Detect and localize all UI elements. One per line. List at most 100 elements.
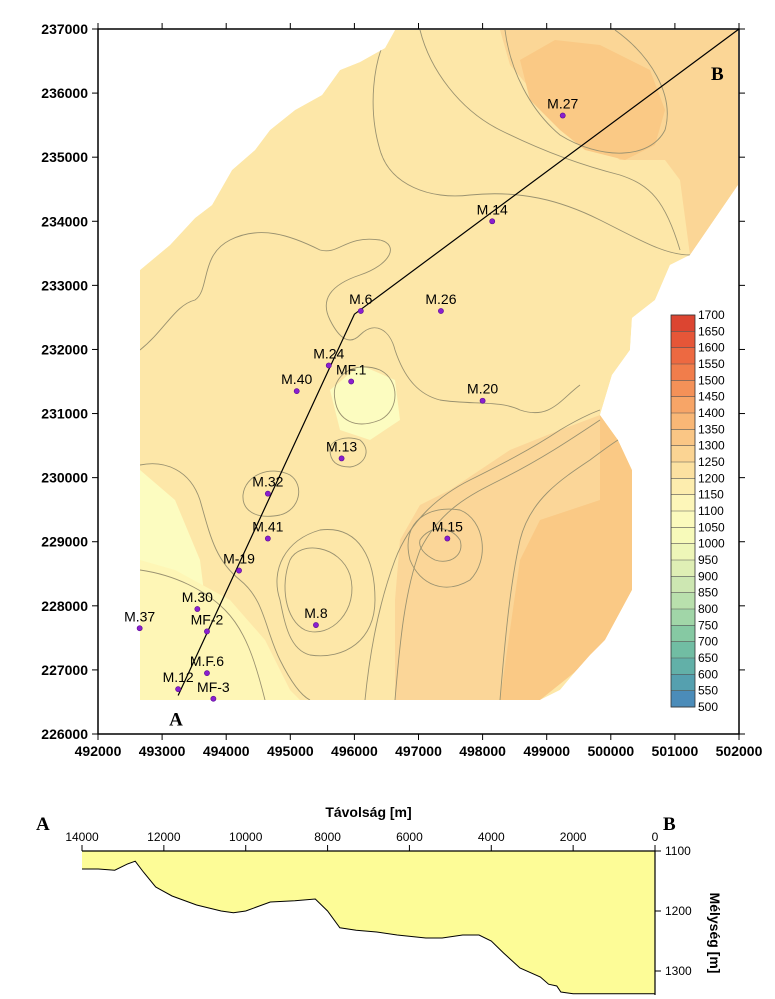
y-tick-label: 234000 bbox=[41, 213, 88, 229]
profile-left-label: A bbox=[36, 814, 50, 835]
well-label: M.32 bbox=[252, 474, 283, 490]
well-label: M.12 bbox=[163, 669, 194, 685]
y-tick-label: 229000 bbox=[41, 534, 88, 550]
colorbar-label: 600 bbox=[698, 667, 718, 681]
well-label: M.14 bbox=[477, 201, 508, 217]
contour-line bbox=[364, 409, 601, 700]
x-tick-label: 502000 bbox=[716, 743, 763, 759]
well-label: M.27 bbox=[547, 96, 578, 112]
y-tick-label: 227000 bbox=[41, 662, 88, 678]
x-tick-label: 495000 bbox=[267, 743, 314, 759]
colorbar-label: 1200 bbox=[698, 471, 725, 485]
profile-fill bbox=[82, 851, 655, 994]
contour-line bbox=[333, 366, 396, 425]
contour-line bbox=[140, 232, 581, 414]
colorbar-label: 1500 bbox=[698, 373, 725, 387]
colorbar-swatch bbox=[671, 445, 695, 463]
x-tick-label: 500000 bbox=[587, 743, 634, 759]
well-marker bbox=[264, 535, 271, 542]
colorbar-label: 1150 bbox=[698, 488, 724, 502]
colorbar-label: 700 bbox=[698, 635, 718, 649]
colorbar-label: 1350 bbox=[698, 422, 725, 436]
x-tick-label: 493000 bbox=[139, 743, 186, 759]
colorbar-label: 900 bbox=[698, 569, 718, 583]
colorbar-swatch bbox=[671, 609, 695, 626]
surface-high-ne-core bbox=[520, 40, 665, 160]
colorbar-swatch bbox=[671, 560, 695, 577]
x-tick-label: 499000 bbox=[523, 743, 570, 759]
y-tick-label: 226000 bbox=[41, 726, 88, 742]
colorbar-swatch bbox=[671, 690, 695, 708]
well-marker bbox=[325, 362, 332, 369]
well-marker bbox=[236, 567, 242, 574]
colorbar-swatch bbox=[671, 429, 695, 446]
colorbar-swatch bbox=[671, 380, 695, 397]
well-label: M.30 bbox=[182, 589, 213, 605]
contour-line bbox=[407, 508, 483, 588]
well-label: M.8 bbox=[304, 605, 328, 621]
profile-x-tick-label: 4000 bbox=[478, 830, 505, 844]
well-marker bbox=[438, 308, 444, 314]
depth-profile: 14000 12000 10000 8000 6000 4000 2000 0 1100 1200… bbox=[36, 804, 723, 995]
map-axes: 492000 493000 494000 495000 496000 497000 4980… bbox=[41, 21, 762, 759]
well-label: M.6 bbox=[349, 291, 373, 307]
section-line-path bbox=[177, 28, 740, 696]
x-tick-label: 494000 bbox=[203, 743, 250, 759]
contour-lines bbox=[140, 30, 691, 700]
well-label: MF-3 bbox=[197, 679, 230, 695]
well-label: M.13 bbox=[326, 438, 357, 454]
colorbar-label: 950 bbox=[698, 553, 718, 567]
x-tick-label: 501000 bbox=[652, 743, 699, 759]
colorbar-swatch bbox=[671, 576, 695, 593]
colorbar-label: 500 bbox=[698, 700, 718, 714]
well-marker bbox=[293, 388, 300, 395]
well-label: M.37 bbox=[124, 608, 155, 624]
contour-line bbox=[419, 528, 462, 562]
colorbar-label: 1550 bbox=[698, 357, 725, 371]
colorbar-swatch bbox=[671, 494, 695, 512]
profile-y-tick-label: 1300 bbox=[665, 964, 692, 978]
colorbar-label: 1250 bbox=[698, 455, 725, 469]
y-tick-label: 233000 bbox=[41, 277, 88, 293]
contour-line bbox=[276, 529, 376, 657]
x-tick-label: 492000 bbox=[75, 743, 122, 759]
colorbar-label: 1400 bbox=[698, 406, 725, 420]
section-start-label: A bbox=[169, 710, 183, 731]
well-label: M.F.6 bbox=[190, 653, 224, 669]
contour-line bbox=[372, 30, 691, 256]
colorbar-label: 750 bbox=[698, 618, 718, 632]
x-tick-label: 498000 bbox=[459, 743, 506, 759]
profile-x-tick-label: 14000 bbox=[65, 830, 99, 844]
y-tick-label: 235000 bbox=[41, 149, 88, 165]
x-tick-label: 497000 bbox=[395, 743, 442, 759]
colorbar-swatch bbox=[671, 543, 695, 561]
profile-x-label: Távolság [m] bbox=[325, 804, 411, 820]
well-marker bbox=[479, 397, 486, 404]
y-tick-label: 228000 bbox=[41, 598, 88, 614]
colorbar-label: 1650 bbox=[698, 324, 725, 338]
colorbar-label: 1300 bbox=[698, 439, 725, 453]
colorbar-frame bbox=[670, 314, 696, 708]
well-label: MF-2 bbox=[191, 611, 224, 627]
colorbar-swatch bbox=[671, 413, 695, 430]
contour-line bbox=[329, 437, 367, 468]
well-label: MF.1 bbox=[336, 362, 367, 378]
well-label: M.26 bbox=[425, 291, 456, 307]
colorbar: 1700 1650 1600 1550 1500 1450 1400 1350 1300 1250… bbox=[670, 308, 725, 714]
well-marker bbox=[348, 378, 355, 385]
colorbar-label: 800 bbox=[698, 602, 718, 616]
well-label: M-19 bbox=[223, 551, 255, 567]
colorbar-swatch bbox=[671, 315, 695, 332]
colorbar-swatch bbox=[671, 331, 695, 348]
colorbar-label: 1600 bbox=[698, 341, 725, 355]
profile-y-tick-label: 1200 bbox=[665, 904, 692, 918]
colorbar-swatch bbox=[671, 462, 695, 479]
colorbar-label: 1000 bbox=[698, 537, 725, 551]
x-tick-label: 496000 bbox=[331, 743, 378, 759]
contour-line bbox=[140, 463, 311, 700]
colorbar-label: 1050 bbox=[698, 520, 725, 534]
colorbar-swatch bbox=[671, 347, 695, 365]
profile-y-label: Mélység [m] bbox=[707, 893, 723, 974]
